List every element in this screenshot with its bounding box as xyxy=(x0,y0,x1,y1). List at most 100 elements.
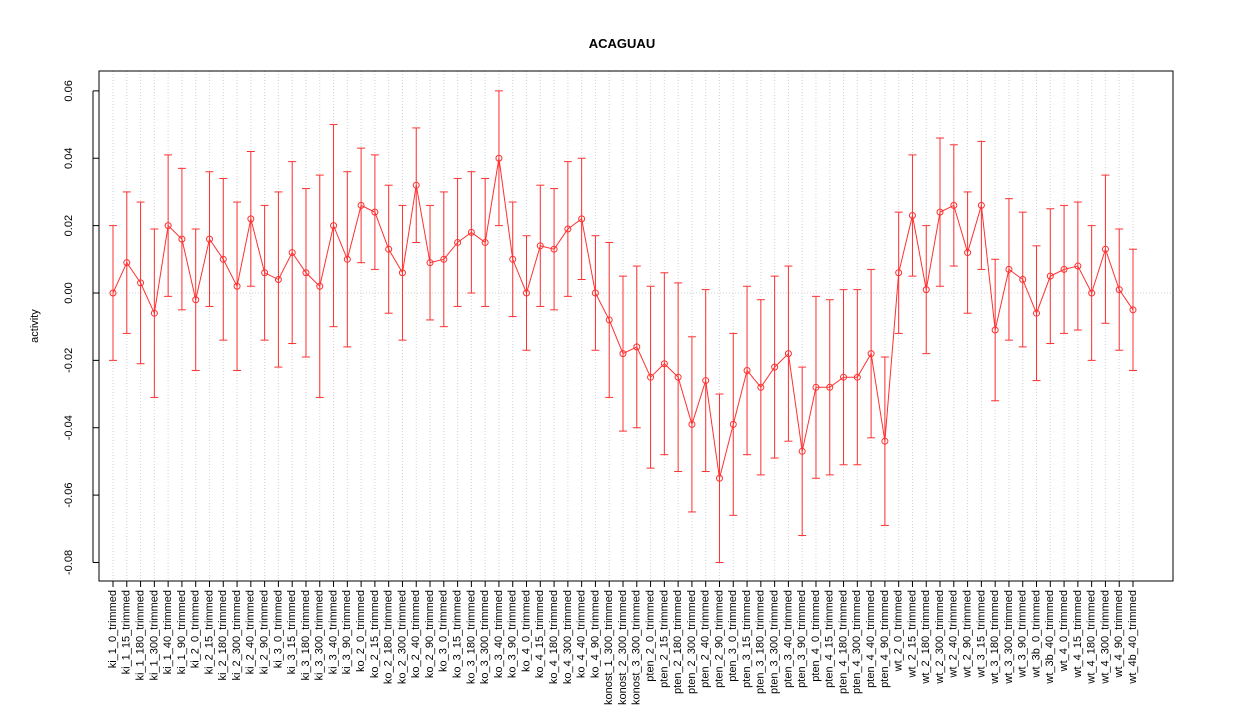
point xyxy=(936,208,944,216)
point xyxy=(605,316,613,324)
y-tick-label: 0.00 xyxy=(63,282,75,303)
point xyxy=(991,326,999,334)
x-tick-label: wt_2_40_trimmed xyxy=(948,590,960,678)
point xyxy=(426,259,434,267)
point xyxy=(398,269,406,277)
point xyxy=(440,255,448,263)
x-tick-label: ki_3_90_trimmed xyxy=(341,590,353,674)
x-tick-label: ko_4_0_trimmed xyxy=(520,590,532,672)
x-tick-label: wt_3_90_trimmed xyxy=(1017,590,1029,678)
x-tick-label: wt_4_15_trimmed xyxy=(1072,590,1084,678)
x-tick-label: wt_2_0_trimmed xyxy=(893,590,905,672)
point xyxy=(853,373,861,381)
point xyxy=(1074,262,1082,270)
x-tick-label: pten_2_180_trimmed xyxy=(672,590,684,694)
point xyxy=(895,269,903,277)
x-tick-label: pten_2_15_trimmed xyxy=(658,590,670,688)
point xyxy=(247,215,255,223)
x-tick-label: pten_4_300_trimmed xyxy=(851,590,863,694)
point xyxy=(343,255,351,263)
point xyxy=(164,222,172,230)
x-tick-label: ki_3_0_trimmed xyxy=(272,590,284,668)
point xyxy=(674,373,682,381)
point xyxy=(495,154,503,162)
point xyxy=(454,238,462,246)
y-tick-label: 0.02 xyxy=(63,215,75,236)
point xyxy=(288,249,296,257)
x-tick-label: ko_4_300_trimmed xyxy=(562,590,574,684)
x-tick-label: wt_4_300_trimmed xyxy=(1099,590,1111,685)
point xyxy=(826,383,834,391)
point xyxy=(908,212,916,220)
x-tick-label: wt_2_15_trimmed xyxy=(906,590,918,678)
point xyxy=(964,249,972,257)
x-tick-label: konost_1_300_trimmed xyxy=(603,590,615,705)
x-tick-label: ki_1_180_trimmed xyxy=(134,590,146,681)
point xyxy=(412,181,420,189)
point xyxy=(743,366,751,374)
point xyxy=(1060,265,1068,273)
x-tick-label: wt_3_15_trimmed xyxy=(975,590,987,678)
point xyxy=(1115,286,1123,294)
point xyxy=(330,222,338,230)
point xyxy=(371,208,379,216)
point xyxy=(784,350,792,358)
x-tick-label: wt_3b_40_trimmed xyxy=(1044,590,1056,685)
point xyxy=(647,373,655,381)
point xyxy=(1129,306,1137,314)
x-tick-label: wt_3_300_trimmed xyxy=(1003,590,1015,685)
x-tick-label: pten_3_180_trimmed xyxy=(755,590,767,694)
x-tick-label: ko_4_90_trimmed xyxy=(589,590,601,678)
point xyxy=(233,282,241,290)
x-tick-label: ki_2_0_trimmed xyxy=(190,590,202,668)
x-tick-label: pten_2_90_trimmed xyxy=(713,590,725,688)
point xyxy=(729,420,737,428)
point xyxy=(660,360,668,368)
point xyxy=(261,269,269,277)
point xyxy=(633,343,641,351)
x-tick-label: ki_1_90_trimmed xyxy=(176,590,188,674)
point xyxy=(922,286,930,294)
x-tick-label: ko_3_0_trimmed xyxy=(438,590,450,672)
x-tick-label: wt_3b_0_trimmed xyxy=(1030,590,1042,678)
y-tick-label: -0.04 xyxy=(63,415,75,440)
point xyxy=(274,276,282,284)
x-tick-label: ko_2_90_trimmed xyxy=(424,590,436,678)
x-tick-label: wt_2_180_trimmed xyxy=(920,590,932,685)
point xyxy=(523,289,531,297)
x-tick-label: ki_3_300_trimmed xyxy=(314,590,326,681)
point xyxy=(840,373,848,381)
point xyxy=(757,383,765,391)
x-tick-label: konost_2_300_trimmed xyxy=(617,590,629,705)
point xyxy=(881,437,889,445)
point xyxy=(385,245,393,253)
point xyxy=(812,383,820,391)
x-tick-label: ki_1_0_trimmed xyxy=(107,590,119,668)
x-tick-label: pten_3_90_trimmed xyxy=(796,590,808,688)
point xyxy=(509,255,517,263)
point xyxy=(1005,265,1013,273)
x-tick-label: ko_2_0_trimmed xyxy=(355,590,367,672)
point xyxy=(467,228,475,236)
point xyxy=(702,377,710,385)
point xyxy=(1033,309,1041,317)
x-tick-label: ki_2_300_trimmed xyxy=(231,590,243,681)
x-tick-label: ko_2_40_trimmed xyxy=(410,590,422,678)
point xyxy=(798,447,806,455)
x-tick-label: ko_3_180_trimmed xyxy=(465,590,477,684)
point xyxy=(550,245,558,253)
point xyxy=(715,474,723,482)
point xyxy=(302,269,310,277)
x-tick-label: ko_3_40_trimmed xyxy=(493,590,505,678)
y-tick-label: 0.04 xyxy=(63,148,75,169)
x-tick-label: ko_3_15_trimmed xyxy=(452,590,464,678)
point xyxy=(1019,276,1027,284)
y-tick-label: -0.02 xyxy=(63,348,75,373)
point xyxy=(771,363,779,371)
x-tick-label: wt_4_180_trimmed xyxy=(1086,590,1098,685)
point xyxy=(1046,272,1054,280)
point xyxy=(1088,289,1096,297)
point xyxy=(688,420,696,428)
